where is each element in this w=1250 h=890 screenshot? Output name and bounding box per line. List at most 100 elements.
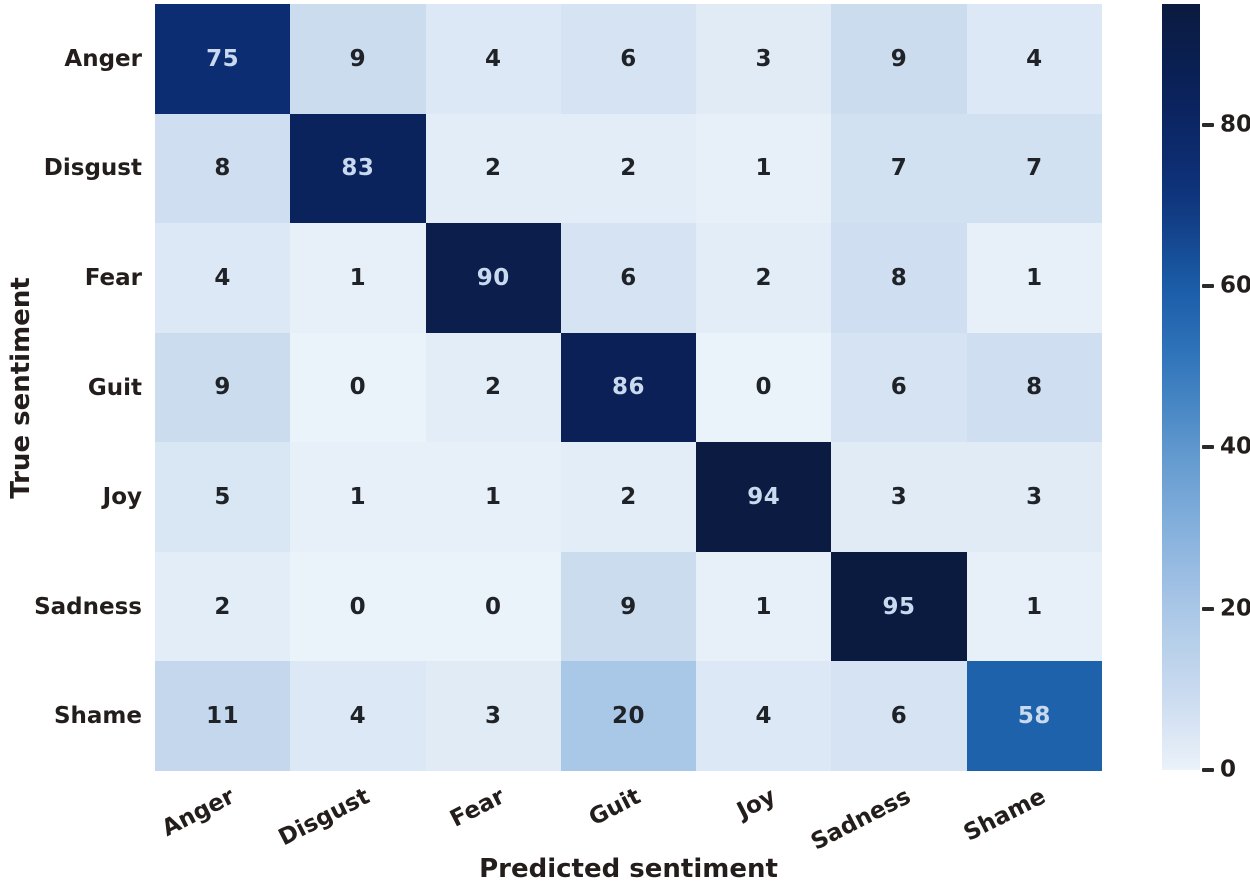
colorbar: 0 20 40 60 80 <box>1162 4 1250 781</box>
cell-value: 4 <box>484 45 502 72</box>
heatmap-cell: 6 <box>831 661 967 771</box>
y-tick-label: Fear <box>84 264 142 291</box>
heatmap-cell: 4 <box>425 4 561 114</box>
x-axis-title: Predicted sentiment <box>479 854 778 884</box>
cell-value: 8 <box>890 264 908 291</box>
colorbar-tick-mark <box>1202 284 1214 289</box>
heatmap-cell: 7 <box>831 113 967 224</box>
cell-value: 0 <box>755 374 773 401</box>
heatmap-cell: 1 <box>290 223 426 333</box>
heatmap-cell: 6 <box>831 332 967 443</box>
cell-value: 8 <box>1026 374 1043 401</box>
heatmap-cell: 8 <box>966 332 1102 443</box>
heatmap-cell: 2 <box>560 442 697 552</box>
colorbar-tick-label: 80 <box>1220 111 1250 138</box>
colorbar-tick-mark <box>1202 122 1214 127</box>
heatmap-cell: 2 <box>155 551 291 662</box>
cell-value: 3 <box>755 45 773 72</box>
heatmap-cell: 86 <box>560 332 697 443</box>
y-tick-label: Sadness <box>34 593 142 620</box>
cell-value: 83 <box>341 155 375 182</box>
cell-value: 90 <box>476 264 510 291</box>
cell-value: 0 <box>484 593 502 620</box>
heatmap-cell: 9 <box>155 332 291 443</box>
cell-value: 1 <box>1026 264 1043 291</box>
heatmap-cell: 1 <box>425 442 561 552</box>
cell-value: 75 <box>206 45 240 72</box>
heatmap-cell: 4 <box>696 661 832 771</box>
y-tick-label: Shame <box>53 703 142 730</box>
heatmap-cell: 0 <box>290 551 426 662</box>
heatmap-cell: 9 <box>831 4 967 114</box>
heatmap-cell: 3 <box>425 661 561 771</box>
cell-value: 3 <box>484 703 502 730</box>
cell-value: 3 <box>1026 484 1043 511</box>
heatmap-cell: 1 <box>696 113 832 224</box>
cell-value: 1 <box>755 155 773 182</box>
heatmap-cell: 2 <box>425 332 561 443</box>
heatmap-cell: 1 <box>966 223 1102 333</box>
heatmap-cell: 0 <box>290 332 426 443</box>
cell-value: 6 <box>890 703 908 730</box>
heatmap-cell: 90 <box>425 223 561 333</box>
heatmap-cell: 3 <box>966 442 1102 552</box>
cell-value: 11 <box>206 703 240 730</box>
cell-value: 5 <box>214 484 231 511</box>
cell-value: 0 <box>349 593 367 620</box>
cell-value: 3 <box>890 484 908 511</box>
heatmap-cell: 2 <box>560 113 697 224</box>
heatmap-cell: 6 <box>560 4 697 114</box>
heatmap-cell: 9 <box>290 4 426 114</box>
cell-value: 86 <box>611 374 645 401</box>
cell-value: 4 <box>755 703 773 730</box>
heatmap-cell: 4 <box>966 4 1102 114</box>
colorbar-gradient <box>1162 4 1200 770</box>
cell-value: 6 <box>620 264 637 291</box>
cell-value: 1 <box>349 484 367 511</box>
cell-value: 0 <box>349 374 367 401</box>
cell-value: 9 <box>620 593 637 620</box>
heatmap-cell: 8 <box>155 113 291 224</box>
y-tick-label: Guit <box>87 374 142 401</box>
y-tick-label: Disgust <box>43 155 142 182</box>
y-tick-label: Anger <box>64 45 142 72</box>
cell-value: 1 <box>484 484 502 511</box>
cell-value: 1 <box>349 264 367 291</box>
cell-value: 7 <box>1026 155 1043 182</box>
heatmap-cell: 3 <box>831 442 967 552</box>
cell-value: 58 <box>1017 703 1051 730</box>
heatmap-plot: 75 9 4 6 3 9 4 8 83 2 2 1 7 7 4 1 90 6 2 8 1 9 0 2 86 0 6 8 5 1 1 2 94 3 3… <box>155 4 1102 771</box>
cell-value: 2 <box>484 374 502 401</box>
heatmap-cell: 1 <box>696 551 832 662</box>
heatmap-cell: 4 <box>155 223 291 333</box>
heatmap-cell: 1 <box>966 551 1102 662</box>
cell-value: 1 <box>1026 593 1043 620</box>
colorbar-tick-label: 20 <box>1220 595 1250 622</box>
cell-value: 2 <box>214 593 231 620</box>
heatmap-cell: 83 <box>290 113 426 224</box>
heatmap-cell: 95 <box>831 551 967 662</box>
cell-value: 4 <box>214 264 231 291</box>
cell-value: 2 <box>620 484 637 511</box>
cell-value: 94 <box>747 484 781 511</box>
cell-value: 2 <box>755 264 773 291</box>
cell-value: 1 <box>755 593 773 620</box>
cell-value: 6 <box>620 45 637 72</box>
heatmap-cell: 3 <box>696 4 832 114</box>
cell-value: 9 <box>890 45 908 72</box>
heatmap-cell: 6 <box>560 223 697 333</box>
colorbar-tick-label: 40 <box>1220 433 1250 460</box>
heatmap-cell: 2 <box>696 223 832 333</box>
colorbar-tick-label: 60 <box>1220 272 1250 299</box>
heatmap-cell: 8 <box>831 223 967 333</box>
cell-value: 6 <box>890 374 908 401</box>
heatmap-cell: 5 <box>155 442 291 552</box>
heatmap-cell: 4 <box>290 661 426 771</box>
y-tick-label: Joy <box>102 484 142 511</box>
heatmap-cell: 7 <box>966 113 1102 224</box>
colorbar-tick-label: 0 <box>1220 756 1237 783</box>
colorbar-tick-mark <box>1202 768 1214 772</box>
heatmap-cell: 0 <box>696 332 832 443</box>
cell-value: 4 <box>349 703 367 730</box>
